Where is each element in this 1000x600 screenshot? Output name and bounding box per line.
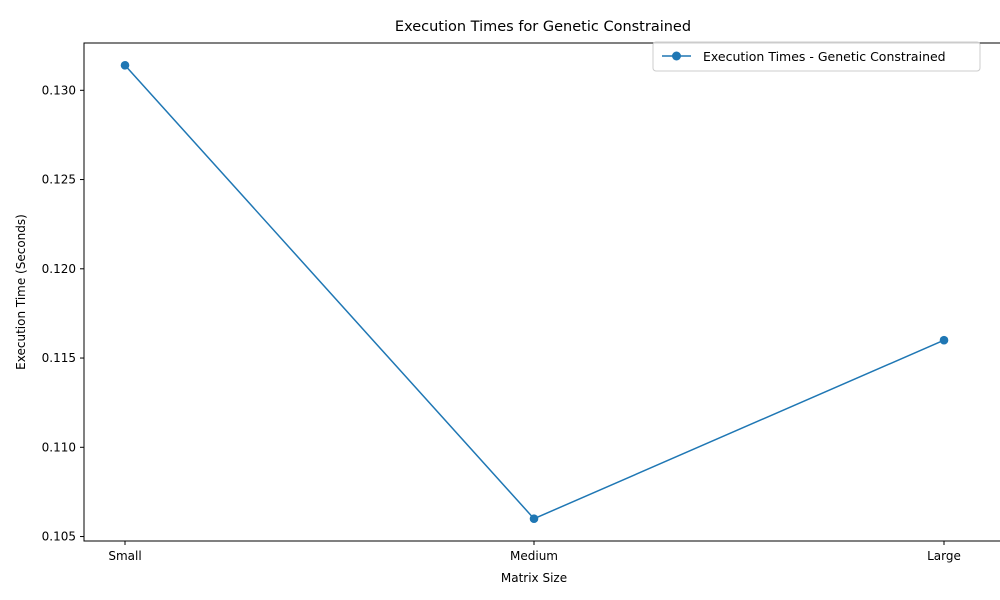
x-tick-label: Medium — [510, 549, 558, 563]
y-tick-label: 0.120 — [42, 262, 76, 276]
y-tick-label: 0.105 — [42, 530, 76, 544]
x-axis: Small Medium Large — [108, 541, 961, 563]
data-point-medium — [529, 514, 539, 523]
x-tick-label: Large — [927, 549, 961, 563]
y-tick-label: 0.110 — [42, 440, 76, 454]
x-axis-title: Matrix Size — [501, 571, 567, 585]
y-tick-label: 0.115 — [42, 351, 76, 365]
data-point-small — [120, 61, 130, 70]
y-axis: 0.105 0.110 0.115 0.120 0.125 0.130 — [42, 83, 84, 544]
chart-title: Execution Times for Genetic Constrained — [395, 19, 691, 35]
plot-area — [120, 61, 949, 523]
legend-label: Execution Times - Genetic Constrained — [703, 49, 946, 64]
data-point-large — [939, 335, 949, 345]
x-tick-label: Small — [108, 549, 141, 563]
axes-frame — [83, 42, 1000, 542]
legend-box — [652, 41, 981, 72]
y-tick-label: 0.130 — [42, 83, 76, 97]
y-axis-title: Execution Time (Seconds) — [14, 214, 28, 370]
legend-marker-swatch — [672, 51, 681, 61]
legend: Execution Times - Genetic Constrained — [652, 41, 981, 72]
y-tick-label: 0.125 — [42, 173, 76, 187]
